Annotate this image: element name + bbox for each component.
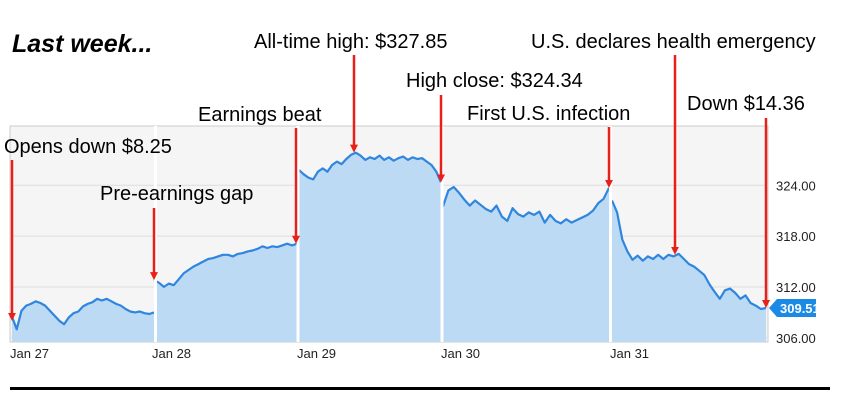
annotation: First U.S. infection (467, 103, 630, 188)
annotations: Opens down $8.25 Pre-earnings gap Earnings… (4, 31, 816, 321)
last-price-badge-shape (769, 299, 816, 318)
price-area-segment (299, 152, 441, 342)
annotation-text: First U.S. infection (467, 103, 630, 125)
x-tick-label: Jan 30 (441, 346, 480, 361)
annotation: U.S. declares health emergency (531, 31, 816, 255)
x-tick-label: Jan 28 (152, 346, 191, 361)
day-separators (154, 126, 612, 342)
price-line-segment (441, 185, 610, 225)
x-tick-label: Jan 31 (610, 346, 649, 361)
price-line-segment (298, 151, 443, 183)
price-line-segment (610, 200, 767, 311)
annotation: All-time high: $327.85 (254, 31, 447, 153)
last-price-badge: 309.51 (769, 299, 820, 318)
y-tick-label: 318.00 (776, 229, 816, 244)
y-tick-label: 312.00 (776, 280, 816, 295)
x-tick-label: Jan 29 (297, 346, 336, 361)
x-tick-label: Jan 27 (10, 346, 49, 361)
price-area-segment (612, 200, 766, 342)
y-tick-label: 324.00 (776, 178, 816, 193)
price-line-segment (10, 297, 155, 331)
price-line-segment (153, 242, 298, 288)
annotation-text: Opens down $8.25 (4, 136, 172, 158)
annotation: Earnings beat (198, 104, 322, 244)
y-axis-ticks: 324.00 318.00 312.00 306.00 (776, 178, 816, 345)
annotation-text: High close: $324.34 (406, 70, 583, 92)
price-area-segment (443, 187, 609, 342)
price-area-segment (154, 243, 297, 342)
y-tick-label: 306.00 (776, 331, 816, 346)
annotation: Opens down $8.25 (4, 136, 172, 321)
annotation: Down $14.36 (687, 93, 805, 309)
last-price-label: 309.51 (780, 301, 820, 316)
bottom-rule (10, 387, 830, 390)
annotation-text: Down $14.36 (687, 93, 805, 115)
annotation: Pre-earnings gap (100, 183, 253, 281)
annotation-text: Pre-earnings gap (100, 183, 253, 205)
annotation-text: U.S. declares health emergency (531, 31, 816, 53)
price-area (12, 152, 766, 342)
price-lines (10, 151, 767, 331)
annotation-text: All-time high: $327.85 (254, 31, 447, 53)
headline: Last week... (12, 30, 153, 58)
annotation-text: Earnings beat (198, 104, 322, 126)
x-axis-ticks: Jan 27 Jan 28 Jan 29 Jan 30 Jan 31 (10, 346, 649, 361)
annotation: High close: $324.34 (406, 70, 583, 183)
